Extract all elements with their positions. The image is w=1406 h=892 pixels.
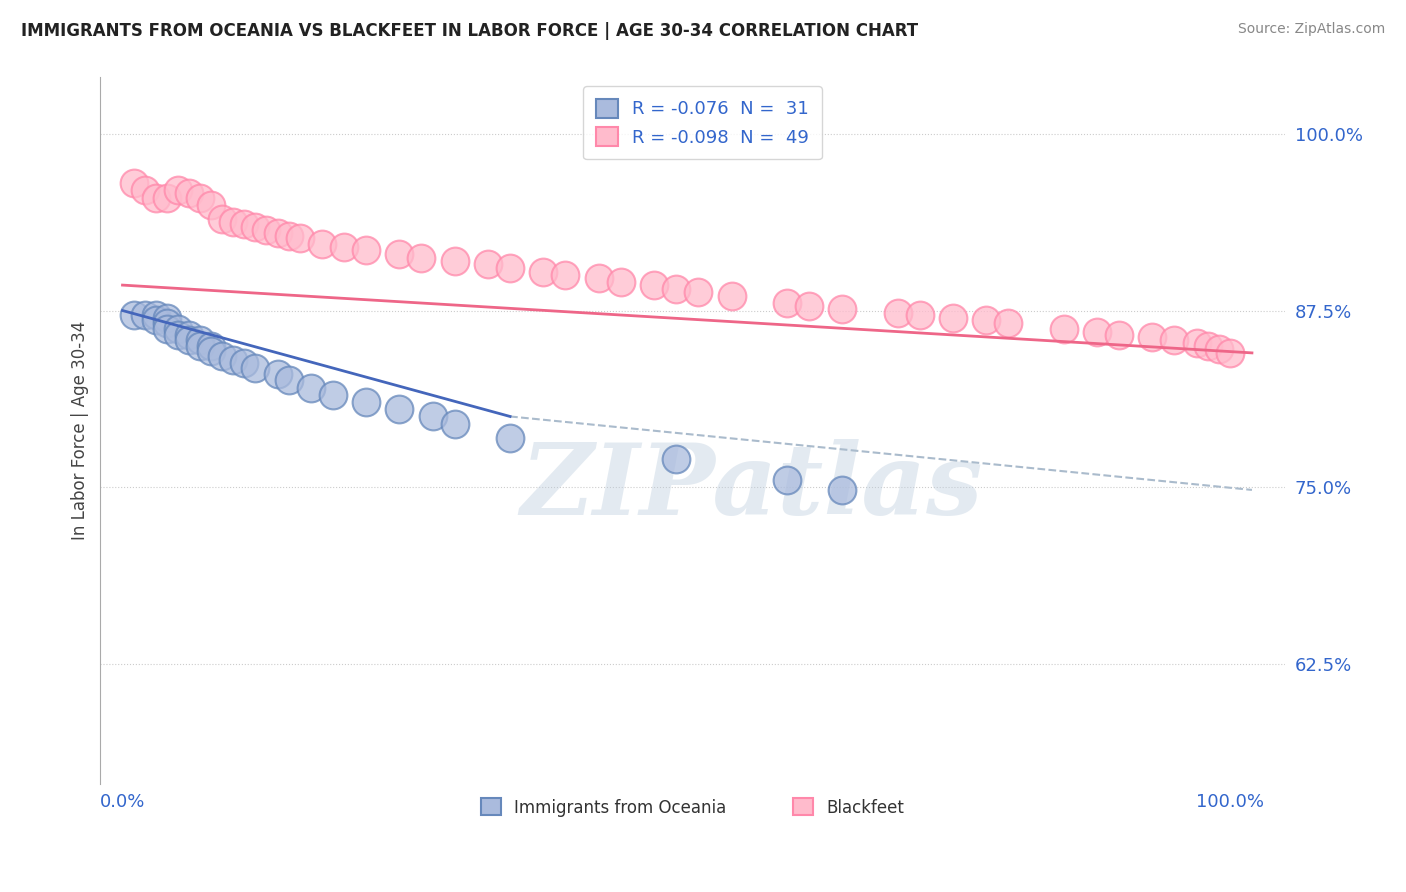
Point [200,339,222,353]
Point [797,299,820,313]
Point [245,220,267,235]
Point [156,316,179,330]
Point [443,254,465,268]
Point [288,231,311,245]
Point [167,327,190,342]
Point [354,243,377,257]
Point [122,177,145,191]
Point [245,361,267,376]
Point [776,296,799,310]
Point [531,265,554,279]
Point [1163,333,1185,347]
Point [499,261,522,276]
Point [156,310,179,325]
Point [443,417,465,431]
Point [831,483,853,497]
Point [266,367,288,381]
Point [688,285,710,300]
Point [177,333,200,347]
Point [1185,336,1208,351]
Point [145,313,167,327]
Point [422,409,444,424]
Point [167,184,190,198]
Point [256,223,278,237]
Point [145,190,167,204]
Point [831,302,853,317]
Point [222,214,245,228]
Point [1219,346,1241,360]
Point [477,257,499,271]
Point [177,327,200,342]
Point [188,333,211,347]
Point [388,247,411,261]
Point [188,339,211,353]
Point [1197,339,1219,353]
Point [354,395,377,409]
Point [610,275,633,289]
Point [134,184,156,198]
Point [277,373,299,387]
Point [588,271,610,285]
Text: IMMIGRANTS FROM OCEANIA VS BLACKFEET IN LABOR FORCE | AGE 30-34 CORRELATION CHAR: IMMIGRANTS FROM OCEANIA VS BLACKFEET IN … [21,22,918,40]
Point [886,306,908,320]
Point [211,349,233,363]
Point [908,308,931,322]
Point [222,353,245,368]
Point [200,197,222,211]
Y-axis label: In Labor Force | Age 30-34: In Labor Force | Age 30-34 [72,321,89,541]
Point [211,211,233,226]
Point [277,228,299,243]
Point [322,388,344,402]
Point [1208,342,1230,356]
Point [233,356,256,370]
Point [942,310,965,325]
Point [974,313,997,327]
Point [156,322,179,336]
Point [200,344,222,359]
Point [156,190,179,204]
Point [388,402,411,417]
Point [167,322,190,336]
Point [720,289,742,303]
Point [145,308,167,322]
Point [1085,325,1108,339]
Point [665,451,688,466]
Text: ZIPatlas: ZIPatlas [520,439,983,535]
Point [134,308,156,322]
Legend: Immigrants from Oceania, Blackfeet: Immigrants from Oceania, Blackfeet [472,790,912,825]
Point [1108,327,1130,342]
Point [554,268,576,283]
Point [1142,330,1164,344]
Point [266,226,288,240]
Point [665,282,688,296]
Point [188,190,211,204]
Point [499,431,522,445]
Point [299,381,322,395]
Point [233,218,256,232]
Point [776,473,799,487]
Point [122,308,145,322]
Text: Source: ZipAtlas.com: Source: ZipAtlas.com [1237,22,1385,37]
Point [997,316,1019,330]
Point [1053,322,1076,336]
Point [333,240,356,254]
Point [177,186,200,201]
Point [411,252,433,266]
Point [643,278,665,293]
Point [311,237,333,252]
